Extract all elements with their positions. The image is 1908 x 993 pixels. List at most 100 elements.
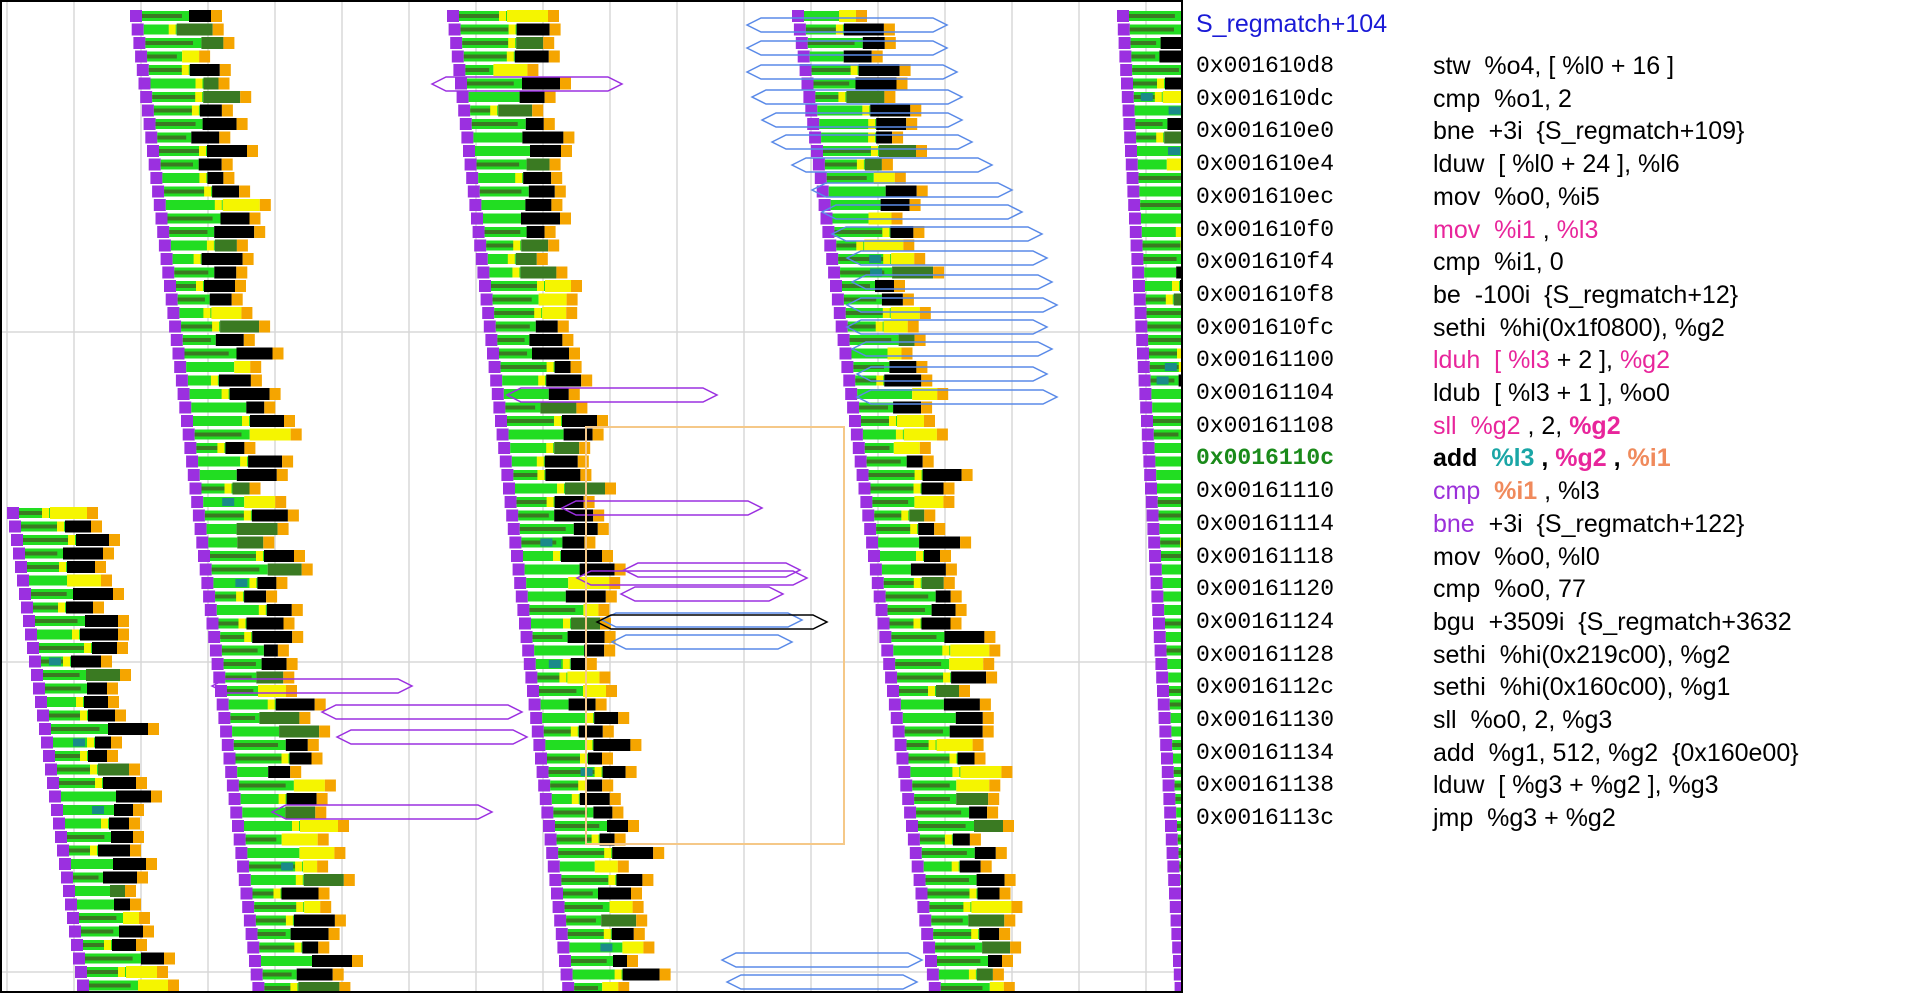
pipeline-slot [160, 162, 193, 167]
instruction-text: cmp %i1, 0 [1433, 246, 1564, 278]
pipeline-slot [515, 483, 565, 494]
pipeline-slot [1165, 77, 1181, 90]
asm-row[interactable]: 0x001610f0 mov %i1 , %l3 [1196, 214, 1908, 246]
asm-row[interactable]: 0x001610f4 cmp %i1, 0 [1196, 246, 1908, 278]
asm-row[interactable]: 0x00161134 add %g1, 512, %g2 {0x160e00} [1196, 737, 1908, 769]
asm-row[interactable]: 0x00161110 cmp %i1 , %l3 [1196, 475, 1908, 507]
pipeline-slot [870, 104, 911, 117]
pipeline-slot [548, 10, 559, 22]
pipeline-slot [855, 77, 897, 90]
dependency-marker [845, 250, 1049, 266]
pipeline-slot [1143, 455, 1156, 468]
asm-row[interactable]: 0x001610ec mov %o0, %i5 [1196, 181, 1908, 213]
pipeline-slot [607, 820, 628, 832]
pipeline-slot [972, 739, 984, 751]
pipeline-slot [98, 763, 129, 776]
pipeline-slot [554, 496, 584, 508]
asm-row[interactable]: 0x00161138 lduw [ %g3 + %g2 ], %g3 [1196, 769, 1908, 801]
pipeline-slot [911, 860, 924, 873]
dependency-marker [745, 17, 949, 33]
pipeline-slot [1125, 158, 1138, 171]
pipeline-slot [47, 697, 84, 707]
pipeline-slot [547, 860, 560, 873]
asm-row[interactable]: 0x0016110c add %l3 , %g2 , %i1 [1196, 442, 1908, 474]
asm-row[interactable]: 0x001610dc cmp %o1, 2 [1196, 83, 1908, 115]
pipeline-slot [527, 685, 539, 697]
pipeline-slot [67, 835, 105, 839]
asm-row[interactable]: 0x00161118 mov %o0, %l0 [1196, 541, 1908, 573]
asm-row[interactable]: 0x001610f8 be -100i {S_regmatch+12} [1196, 279, 1908, 311]
pipeline-slot [1178, 851, 1181, 855]
instruction-address: 0x0016110c [1196, 445, 1335, 472]
pipeline-slot [542, 307, 567, 319]
pipeline-slot [315, 806, 327, 819]
pipeline-slot [567, 932, 606, 936]
pipeline-slot [906, 820, 918, 832]
pipeline-slot [824, 162, 859, 167]
asm-row[interactable]: 0x001610d8 stw %o4, [ %l0 + 16 ] [1196, 50, 1908, 82]
pipeline-view[interactable] [0, 0, 1183, 993]
pipeline-slot [9, 520, 21, 533]
pipeline-slot [1173, 753, 1181, 764]
pipeline-slot [207, 172, 224, 184]
asm-row[interactable]: 0x00161114 bne +3i {S_regmatch+122} [1196, 508, 1908, 540]
pipeline-slot [130, 844, 141, 857]
pipeline-slot [514, 50, 549, 63]
pipeline-slot [537, 675, 563, 680]
pipeline-slot [463, 145, 475, 157]
pipeline-slot [212, 185, 240, 198]
pipeline-slot [1146, 311, 1181, 315]
pipeline-slot [172, 254, 202, 264]
asm-row[interactable]: 0x00161128 sethi %hi(0x219c00), %g2 [1196, 639, 1908, 671]
pipeline-slot [548, 239, 560, 252]
pipeline-slot [497, 338, 525, 342]
pipeline-slot [551, 199, 563, 211]
asm-row[interactable]: 0x00161104 ldub [ %l3 + 1 ], %o0 [1196, 377, 1908, 409]
asm-row[interactable]: 0x001610fc sethi %hi(0x1f0800), %g2 [1196, 312, 1908, 344]
pipeline-slot [583, 496, 595, 508]
pipeline-slot [1154, 443, 1181, 453]
pipeline-slot [508, 429, 564, 440]
dependency-marker [750, 89, 964, 105]
pipeline-slot [474, 239, 487, 252]
pipeline-slot [892, 725, 905, 738]
pipeline-slot [1157, 78, 1164, 89]
pipeline-slot [1178, 362, 1181, 372]
asm-row[interactable]: 0x001610e0 bne +3i {S_regmatch+109} [1196, 115, 1908, 147]
pipeline-slot [189, 482, 202, 495]
asm-row[interactable]: 0x00161100 lduh [ %l3 + 2 ], %g2 [1196, 344, 1908, 376]
pipeline-slot [235, 579, 248, 587]
pipeline-slot [174, 270, 209, 275]
pipeline-slot [600, 943, 613, 952]
pipeline-slot [176, 23, 213, 36]
pipeline-slot [181, 324, 215, 329]
pipeline-slot [549, 158, 561, 171]
pipeline-slot [244, 496, 276, 508]
pipeline-slot [67, 912, 79, 924]
asm-row[interactable]: 0x00161108 sll %g2 , 2, %g2 [1196, 410, 1908, 442]
asm-row[interactable]: 0x001610e4 lduw [ %l0 + 24 ], %l6 [1196, 148, 1908, 180]
asm-row[interactable]: 0x00161120 cmp %o0, 77 [1196, 573, 1908, 605]
pipeline-slot [561, 878, 609, 882]
pipeline-slot [316, 793, 328, 805]
pipeline-slot [145, 131, 158, 144]
asm-row[interactable]: 0x00161130 sll %o0, 2, %g3 [1196, 704, 1908, 736]
pipeline-slot [544, 455, 578, 468]
pipeline-slot [580, 753, 587, 764]
pipeline-slot [535, 320, 558, 333]
pipeline-slot [628, 820, 639, 832]
asm-row[interactable]: 0x0016112c sethi %hi(0x160c00), %g1 [1196, 671, 1908, 703]
pipeline-slot [114, 804, 133, 816]
pipeline-slot [76, 697, 83, 707]
pipeline-slot [1153, 432, 1179, 437]
pipeline-slot [290, 766, 302, 778]
pipeline-slot [103, 547, 114, 560]
asm-row[interactable]: 0x0016113c jmp %g3 + %g2 [1196, 802, 1908, 834]
pipeline-slot [914, 496, 944, 508]
pipeline-slot [189, 389, 230, 399]
pipeline-slot [198, 550, 210, 562]
pipeline-slot [986, 671, 998, 684]
pipeline-slot [548, 50, 560, 63]
instruction-token: lduw [ %g3 + %g2 ], %g3 [1433, 771, 1719, 800]
asm-row[interactable]: 0x00161124 bgu +3509i {S_regmatch+3632 [1196, 606, 1908, 638]
